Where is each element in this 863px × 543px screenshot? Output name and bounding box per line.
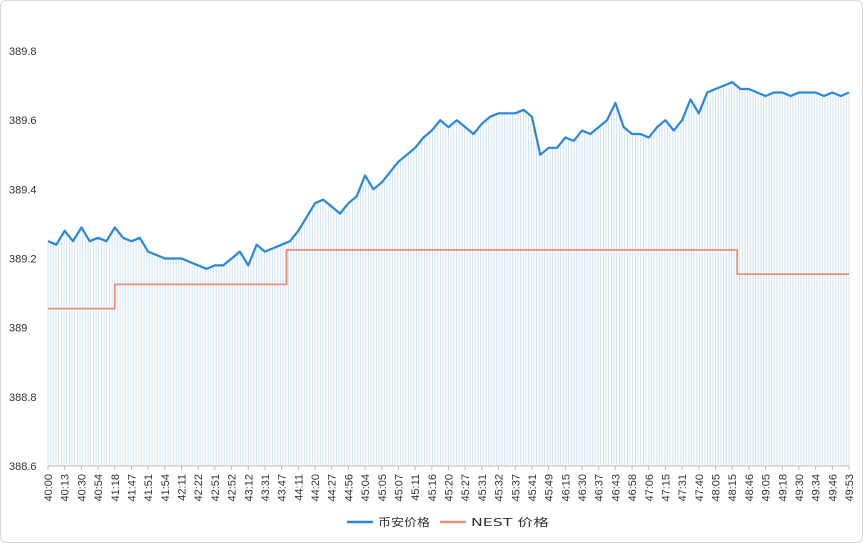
x-tick-label: 40:54	[93, 474, 105, 502]
x-tick-label: 48:46	[744, 474, 756, 502]
x-tick-label: 49:46	[827, 474, 839, 502]
x-tick-label: 47:40	[694, 474, 706, 502]
y-axis-ticks: 388.6 388.8 389 389.2 389.4 389.6 389.8	[9, 46, 37, 473]
x-tick-label: 46:43	[610, 474, 622, 502]
x-tick-label: 40:00	[43, 474, 55, 502]
x-tick-label: 44:11	[293, 474, 305, 501]
x-tick-label: 45:20	[444, 474, 456, 502]
x-tick-label: 49:30	[794, 474, 806, 502]
x-tick-label: 49:53	[844, 474, 856, 502]
x-tick-label: 48:15	[727, 474, 739, 502]
x-tick-label: 49:18	[777, 474, 789, 502]
x-tick-label: 49:05	[761, 474, 773, 502]
x-tick-label: 42:22	[193, 474, 205, 502]
x-tick-label: 46:58	[627, 474, 639, 502]
x-tick-label: 40:30	[76, 474, 88, 502]
x-tick-label: 45:11	[410, 474, 422, 501]
area-fill-stripes	[47, 82, 850, 466]
legend-label: 币安价格	[378, 515, 430, 529]
x-tick-label: 46:30	[577, 474, 589, 502]
legend-label: NEST 价格	[471, 515, 549, 529]
x-tick-label: 41:47	[126, 474, 138, 502]
x-tick-label: 43:47	[277, 474, 289, 502]
x-tick-label: 47:15	[660, 474, 672, 502]
x-tick-label: 42:51	[210, 474, 222, 502]
x-tick-label: 44:20	[310, 474, 322, 502]
x-tick-label: 45:32	[494, 474, 506, 502]
x-tick-label: 42:11	[177, 474, 189, 501]
y-tick-label: 389.4	[9, 184, 37, 196]
x-tick-label: 46:15	[560, 474, 572, 502]
x-tick-label: 45:37	[510, 474, 522, 502]
y-tick-label: 388.6	[9, 461, 37, 473]
x-tick-label: 44:27	[327, 474, 339, 502]
y-tick-label: 389.8	[9, 46, 37, 58]
x-tick-label: 49:34	[811, 474, 823, 502]
x-tick-label: 41:54	[160, 474, 172, 502]
x-tick-label: 42:52	[227, 474, 239, 502]
x-tick-label: 47:31	[677, 474, 689, 502]
x-tick-label: 44:56	[343, 474, 355, 502]
x-tick-label: 45:16	[427, 474, 439, 502]
legend: 币安价格 NEST 价格	[347, 515, 549, 529]
series-lines	[47, 80, 850, 310]
x-tick-label: 47:06	[644, 474, 656, 502]
x-tick-label: 45:04	[360, 474, 372, 502]
y-tick-label: 389	[9, 323, 27, 335]
x-tick-label: 45:05	[377, 474, 389, 502]
x-tick-label: 41:18	[110, 474, 122, 502]
x-tick-label: 45:41	[527, 474, 539, 502]
binance-price-line	[47, 80, 850, 270]
x-tick-label: 40:13	[60, 474, 72, 502]
y-tick-label: 389.6	[9, 115, 37, 127]
x-tick-label: 45:49	[544, 474, 556, 502]
x-tick-label: 43:12	[243, 474, 255, 502]
x-tick-label: 41:51	[143, 474, 155, 502]
y-tick-label: 389.2	[9, 254, 37, 266]
y-tick-label: 388.8	[9, 392, 37, 404]
nest-price-line	[48, 248, 849, 310]
x-tick-label: 45:27	[460, 474, 472, 502]
x-tick-label: 45:31	[477, 474, 489, 502]
x-tick-label: 46:37	[594, 474, 606, 502]
x-tick-label: 48:05	[711, 474, 723, 502]
x-axis-ticks: 40:00 40:13 40:30 40:54 41:18 41:47 41:51 41:54…	[43, 466, 856, 502]
x-tick-label: 45:07	[393, 474, 405, 502]
x-tick-label: 43:31	[260, 474, 272, 502]
